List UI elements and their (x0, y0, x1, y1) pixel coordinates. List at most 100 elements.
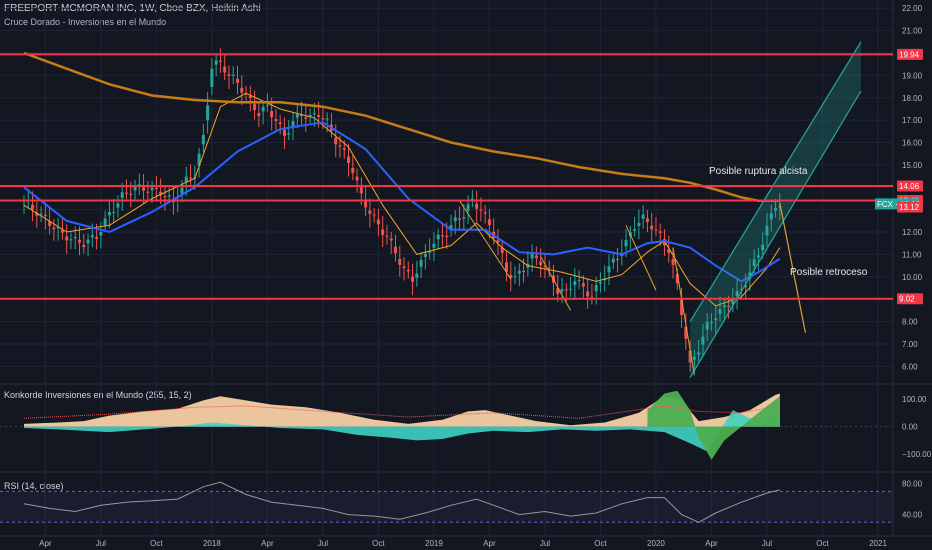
candle-body (709, 321, 713, 323)
candle-body (756, 255, 760, 258)
candle-body (150, 187, 154, 191)
candle-body (654, 229, 658, 231)
candle-body (265, 104, 269, 106)
candle-body (163, 196, 167, 198)
candle-body (295, 114, 299, 118)
candle-body (752, 259, 756, 266)
candle-body (774, 207, 778, 211)
swing-drawing (459, 200, 512, 280)
price-tick-label: 18.00 (902, 94, 923, 103)
candle-body (761, 244, 765, 251)
candle-body (428, 251, 432, 253)
candle-body (453, 217, 457, 222)
time-tick-label: Jul (318, 539, 328, 548)
candle-body (142, 187, 146, 191)
candle-body (312, 113, 316, 115)
candle-body (223, 66, 227, 73)
price-tick-label: 11.00 (902, 250, 922, 259)
candle-body (440, 235, 444, 237)
candle-body (513, 276, 517, 278)
candle-body (671, 259, 675, 265)
moving-average-line (23, 121, 781, 283)
price-tick-label: 12.00 (902, 228, 923, 237)
candle-body (385, 235, 389, 237)
konkorde-mean-line (23, 405, 780, 419)
candle-body (56, 227, 60, 229)
candle-body (137, 184, 141, 186)
time-tick-label: Apr (483, 539, 496, 548)
candle-body (688, 350, 692, 363)
candle-body (99, 231, 103, 236)
candle-body (569, 288, 573, 290)
candle-body (35, 212, 39, 216)
candle-body (257, 113, 261, 117)
candle-body (483, 212, 487, 214)
candle-body (282, 129, 286, 136)
candle-body (381, 229, 385, 235)
candle-body (338, 145, 342, 147)
candle-body (564, 289, 568, 291)
candle-body (436, 234, 440, 240)
candle-body (577, 279, 581, 281)
candle-body (539, 261, 543, 266)
candle-body (680, 299, 684, 315)
candle-body (731, 301, 735, 305)
candle-body (180, 187, 184, 194)
candle-body (675, 274, 679, 284)
konkorde-pane-label[interactable]: Konkorde Inversiones en el Mundo (255, 1… (4, 390, 192, 400)
candle-body (581, 283, 585, 287)
candle-body (633, 229, 637, 231)
candle-body (116, 203, 120, 208)
candle-body (479, 209, 483, 211)
candle-body (308, 115, 312, 117)
candle-body (317, 115, 321, 117)
candle-body (364, 200, 368, 208)
candle-body (419, 259, 423, 267)
time-tick-label: Apr (261, 539, 274, 548)
horizontal-levels[interactable] (0, 53, 893, 300)
candle-body (342, 148, 346, 150)
candle-body (355, 176, 359, 181)
candle-body (663, 239, 666, 246)
candle-body (701, 336, 705, 345)
candle-body (240, 87, 244, 93)
candle-body (692, 356, 696, 360)
candle-body (534, 255, 538, 259)
candle-body (522, 270, 526, 272)
candle-body (650, 225, 654, 230)
swing-drawing (672, 247, 695, 376)
rsi-pane: 40.00 80.00 (0, 480, 923, 523)
candle-body (69, 239, 73, 241)
moving-average-line (23, 92, 781, 307)
konkorde-tick-label: −100.00 (902, 450, 932, 459)
candle-body (543, 265, 547, 267)
candle-body (90, 235, 94, 238)
rsi-pane-label[interactable]: RSI (14, close) (4, 481, 64, 491)
time-tick-label: Jul (540, 539, 550, 548)
rsi-line (23, 481, 780, 523)
konkorde-teal-area (24, 410, 780, 452)
candle-body (287, 133, 291, 135)
time-tick-label: 2021 (869, 539, 887, 548)
candle-body (500, 247, 504, 253)
price-tick-label: 6.00 (902, 362, 918, 371)
candle-body (167, 195, 171, 197)
candle-body (744, 285, 748, 288)
time-axis[interactable]: Apr Jul Oct 2018 Apr Jul Oct 2019 Apr Jul Oct 2020 A… (39, 539, 887, 548)
candle-body (697, 352, 701, 355)
candle-body (748, 272, 752, 279)
candle-body (52, 227, 56, 230)
candle-body (129, 193, 133, 195)
price-tag (897, 201, 923, 213)
candle-body (48, 221, 52, 226)
candle-body (398, 259, 402, 265)
candle-body (658, 231, 662, 233)
price-pane[interactable] (22, 41, 862, 378)
time-tick-label: 2020 (647, 539, 665, 548)
candle-body (735, 291, 739, 297)
price-tick-label: 7.00 (902, 340, 918, 349)
time-tick-label: Jul (762, 539, 772, 548)
candle-body (402, 266, 406, 269)
